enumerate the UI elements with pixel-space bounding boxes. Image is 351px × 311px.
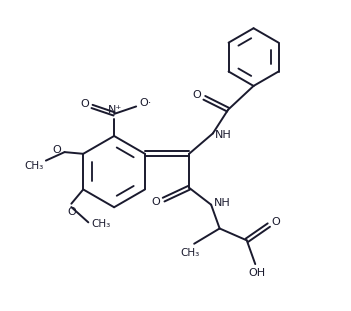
Text: OH: OH bbox=[249, 268, 265, 278]
Text: NH: NH bbox=[215, 130, 232, 140]
Text: O: O bbox=[152, 197, 160, 207]
Text: NH: NH bbox=[214, 198, 230, 208]
Text: CH₃: CH₃ bbox=[92, 219, 111, 229]
Text: O·: O· bbox=[139, 98, 152, 108]
Text: CH₃: CH₃ bbox=[180, 248, 200, 258]
Text: O: O bbox=[52, 146, 61, 156]
Text: O: O bbox=[271, 217, 280, 227]
Text: CH₃: CH₃ bbox=[25, 161, 44, 171]
Text: N⁺: N⁺ bbox=[108, 105, 122, 115]
Text: O: O bbox=[80, 99, 89, 109]
Text: O: O bbox=[68, 207, 77, 217]
Text: O: O bbox=[192, 91, 201, 100]
